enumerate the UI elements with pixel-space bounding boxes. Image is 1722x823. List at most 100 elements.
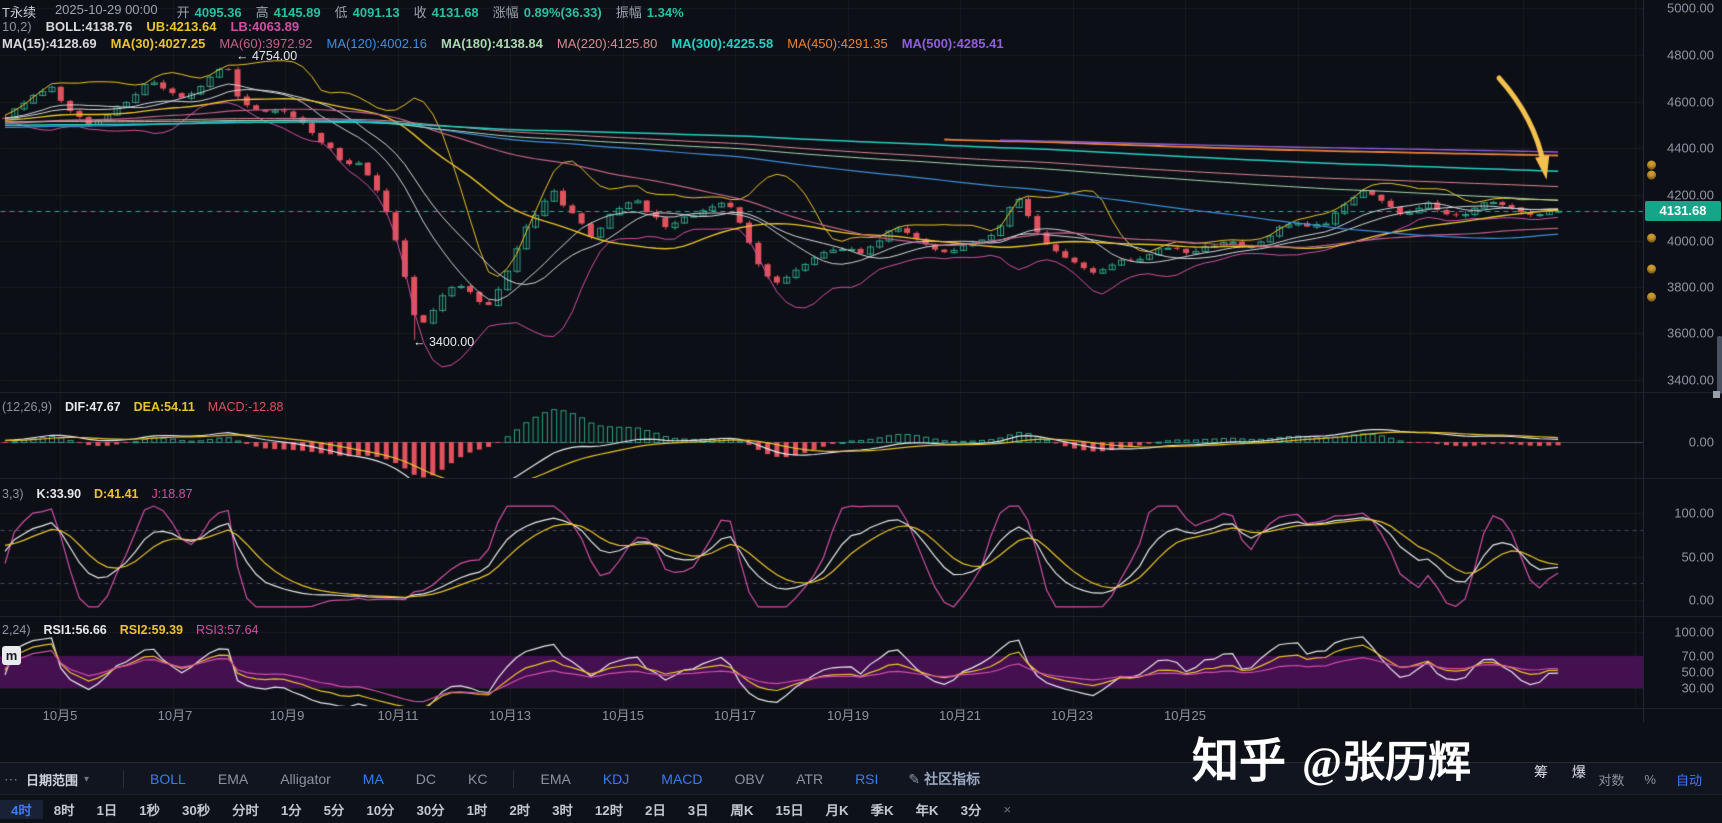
sub-indicator-button[interactable]: MACD [661,767,702,791]
overlay-indicator-button[interactable]: KC [468,767,487,791]
toolbar-divider [513,770,515,788]
ma-value: MA(120):4002.16 [326,36,427,51]
date-tick-label: 10月17 [714,708,756,723]
chevron-down-icon: ▾ [84,773,90,785]
timeframe-button[interactable]: 季K [860,800,905,819]
ma-value: MA(30):4027.25 [110,36,206,51]
kdj-value: J:18.87 [151,487,193,501]
timeframe-button[interactable]: 2时 [498,800,541,819]
toolbar-divider [123,770,125,788]
watermark-extra: 筹 爆 [1534,764,1596,780]
scrollbar-thumb[interactable] [1717,336,1722,394]
overlay-indicator-button[interactable]: MA [363,767,384,791]
timeframe-button[interactable]: 2日 [634,800,677,819]
overlay-indicator-button[interactable]: Alligator [280,767,331,791]
ohlc-segment: 开 4095.36 [176,5,242,20]
order-marker-icon [1647,264,1656,274]
current-price-badge: 4131.68 [1645,201,1721,221]
order-marker-icon [1647,170,1656,180]
boll-value: 10,2) [2,19,32,34]
timeframe-button[interactable]: 1日 [86,800,129,819]
timeframe-button[interactable]: 1时 [456,800,499,819]
overlay-indicator-button[interactable]: DC [416,767,436,791]
sub-indicator-button[interactable]: RSI [855,767,878,791]
boll-value: UB:4213.64 [146,19,217,34]
timeframe-button[interactable]: 4时 [0,799,43,819]
macd-value: DIF:47.67 [65,400,121,414]
price-tick-label: 4800.00 [1667,47,1714,63]
overlay-indicator-button[interactable]: BOLL [150,767,186,791]
magnet-tool-icon[interactable]: m [2,646,21,665]
rsi-value: RSI3:57.64 [195,623,259,637]
order-marker-icon [1647,160,1656,170]
macd-readout: (12,26,9) DIF:47.67 DEA:54.11 MACD:-12.88 [2,400,284,414]
date-tick-label: 10月9 [269,708,305,723]
timeframe-button[interactable]: 年K [905,800,950,819]
scale-option-button[interactable]: 自动 [1676,766,1702,793]
timeframe-button[interactable]: 3分 [950,800,993,819]
kdj-readout: 3,3) K:33.90 D:41.41 J:18.87 [2,487,193,501]
sub-indicator-button[interactable]: OBV [735,767,765,791]
timeframe-button[interactable]: 30分 [405,800,455,819]
timeframe-bar: 4时 8时 1日 1秒 30秒 分时 1分 5分 10分 30分 1时 2时 3时 12时 2日 3日 周K 15… [0,794,1722,823]
panel-divider [0,392,1722,393]
macd-tick-label: 0.00 [1688,434,1714,450]
date-tick-label: 10月5 [42,708,78,723]
watermark-handle: @张历辉 [1302,740,1471,787]
indicator-toolbar: ⋯ 日期范围 ▾ BOLL EMA Alligator MA DC KC EMA KDJ MA… [0,762,1722,795]
price-tick-label: 3400.00 [1667,372,1714,388]
price-axis[interactable]: 5000.00 4800.00 4600.00 4400.00 4200.00 4000.… [1644,0,1722,760]
date-tick-label: 10月21 [939,708,981,723]
ma-value: MA(450):4291.35 [787,36,888,51]
timeframe-button[interactable]: 月K [815,800,860,819]
rsi-value: RSI2:59.39 [119,623,183,637]
kdj-value: K:33.90 [36,487,82,501]
timeframe-button[interactable]: 3时 [541,800,584,819]
macd-value: DEA:54.11 [133,400,195,414]
sub-indicator-button[interactable]: ATR [796,767,823,791]
sub-indicator-button[interactable]: EMA [540,767,570,791]
order-marker-icon [1647,233,1656,243]
date-range-label: 日期范围 [26,772,79,788]
ma-value: MA(300):4225.58 [671,36,774,51]
community-indicators-button[interactable]: 社区指标 [924,765,980,793]
kdj-tick-label: 50.00 [1681,549,1714,565]
more-icon[interactable]: ⋯ [4,770,18,787]
order-marker-icon [1647,292,1656,302]
rsi-value: RSI1:56.66 [43,623,107,637]
low-price-annotation: ← 3400.00 [413,335,475,349]
rsi-tick-label: 70.00 [1681,648,1714,664]
scale-option-button[interactable]: % [1644,768,1656,791]
timeframe-button[interactable]: 周K [720,800,765,819]
timeframe-button[interactable]: 3日 [677,800,720,819]
sub-indicator-button[interactable]: KDJ [603,767,629,791]
scale-option-button[interactable]: 对数 [1598,766,1624,793]
date-tick-label: 10月11 [377,708,419,723]
timeframe-button[interactable]: 12时 [584,800,634,819]
timeframe-button[interactable]: 1分 [270,800,313,819]
rsi-readout: 2,24) RSI1:56.66 RSI2:59.39 RSI3:57.64 [2,623,259,637]
close-timeframe-button[interactable]: × [992,795,1022,823]
price-tick-label: 3600.00 [1667,325,1714,341]
panel-divider [0,708,1722,709]
timeframe-button[interactable]: 分时 [221,800,270,819]
timeframe-button[interactable]: 8时 [43,800,86,819]
price-axis-border [1643,0,1644,722]
timeframe-button[interactable]: 10分 [355,800,405,819]
price-tick-label: 4200.00 [1667,187,1714,203]
timeframe-button[interactable]: 30秒 [171,800,221,819]
panel-divider [0,478,1722,479]
ohlc-segment: T永续 [2,5,36,20]
timeframe-button[interactable]: 5分 [313,800,356,819]
timeframe-button[interactable]: 15日 [765,800,815,819]
price-tick-label: 4400.00 [1667,140,1714,156]
date-range-button[interactable]: 日期范围 ▾ [26,770,89,789]
timeframe-button[interactable]: 1秒 [128,800,171,819]
ma-value: MA(60):3972.92 [219,36,313,51]
kdj-value: D:41.41 [94,487,139,501]
panel-divider [0,616,1722,617]
overlay-indicator-button[interactable]: EMA [218,767,248,791]
time-axis[interactable]: 10月5 10月7 10月9 10月11 10月13 10月15 10月17 10月19 10月… [0,705,1643,723]
